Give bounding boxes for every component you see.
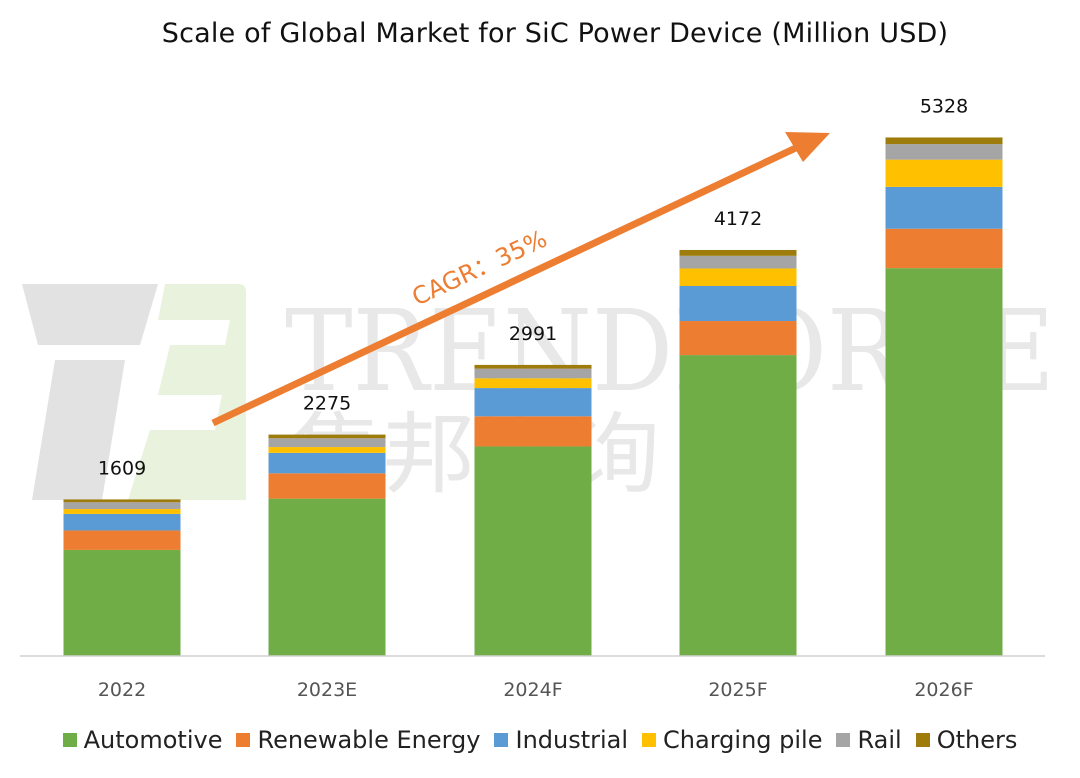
legend-label: Industrial — [515, 726, 629, 754]
bar-segment-charging-pile-2024f — [474, 378, 592, 389]
bar-segment-rail-2024f — [474, 368, 592, 379]
bar-segment-automotive-2024f — [474, 446, 592, 656]
bar-segment-automotive-2023e — [268, 498, 386, 656]
bar-segment-others-2023e — [268, 434, 386, 439]
legend-label: Rail — [857, 726, 902, 754]
legend-label: Others — [936, 726, 1018, 754]
bar-segment-charging-pile-2023e — [268, 447, 386, 453]
total-value-label: 5328 — [920, 95, 968, 117]
legend-swatch — [236, 733, 251, 747]
x-tick-labels: 2022 2023E 2024F 2025F 2026F — [98, 679, 974, 701]
legend-item-rail: Rail — [836, 726, 902, 754]
legend-item-charging-pile: Charging pile — [642, 726, 822, 754]
total-value-label: 2991 — [509, 323, 557, 345]
x-tick-label: 2025F — [708, 679, 767, 701]
bar-segment-renewable-energy-2025f — [679, 321, 797, 356]
bar-segment-charging-pile-2025f — [679, 268, 797, 286]
bar-segment-industrial-2022 — [63, 513, 181, 531]
bar-segment-renewable-energy-2026f — [885, 228, 1003, 269]
bar-segment-automotive-2025f — [679, 355, 797, 656]
legend-label: Charging pile — [663, 726, 823, 754]
bar-segment-others-2025f — [679, 249, 797, 256]
bar-segment-industrial-2026f — [885, 186, 1003, 229]
legend-item-automotive: Automotive — [62, 726, 223, 754]
bar-segment-others-2024f — [474, 364, 592, 369]
bar-segment-industrial-2025f — [679, 285, 797, 322]
legend-label: Renewable Energy — [257, 726, 481, 754]
legend: Automotive Renewable Energy Industrial Char… — [0, 726, 1080, 754]
bars-group — [63, 137, 1003, 656]
bar-segment-renewable-energy-2023e — [268, 473, 386, 499]
legend-item-others: Others — [915, 726, 1018, 754]
bar-segment-renewable-energy-2024f — [474, 416, 592, 447]
total-value-label: 2275 — [303, 393, 351, 415]
bar-segment-rail-2025f — [679, 255, 797, 269]
bar-segment-others-2026f — [885, 137, 1003, 145]
x-tick-label: 2022 — [98, 679, 146, 701]
trendforce-logo-mark-green — [128, 284, 246, 500]
legend-swatch — [642, 733, 657, 747]
legend-label: Automotive — [83, 726, 223, 754]
chart-title: Scale of Global Market for SiC Power Dev… — [161, 18, 949, 49]
trendforce-logo-mark — [22, 284, 158, 500]
legend-swatch — [915, 733, 930, 747]
bar-segment-rail-2026f — [885, 144, 1003, 160]
bar-segment-automotive-2026f — [885, 268, 1003, 656]
legend-swatch — [494, 733, 509, 747]
bar-segment-charging-pile-2026f — [885, 159, 1003, 187]
bar-segment-rail-2023e — [268, 438, 386, 448]
bar-segment-charging-pile-2022 — [63, 509, 181, 514]
bar-segment-others-2022 — [63, 499, 181, 503]
legend-item-industrial: Industrial — [494, 726, 628, 754]
bar-segment-automotive-2022 — [63, 549, 181, 656]
total-value-label: 1609 — [98, 457, 146, 479]
legend-item-renewable-energy: Renewable Energy — [236, 726, 480, 754]
x-tick-label: 2023E — [297, 679, 357, 701]
x-tick-label: 2026F — [914, 679, 973, 701]
bar-segment-renewable-energy-2022 — [63, 530, 181, 550]
legend-swatch — [62, 733, 77, 747]
legend-swatch — [836, 733, 851, 747]
bar-segment-industrial-2023e — [268, 452, 386, 474]
bar-segment-industrial-2024f — [474, 388, 592, 417]
bar-segment-rail-2022 — [63, 502, 181, 510]
x-tick-label: 2024F — [503, 679, 562, 701]
cagr-arrow — [211, 132, 830, 427]
total-value-label: 4172 — [714, 208, 762, 230]
total-labels: 1609 2275 2991 4172 5328 — [98, 95, 968, 479]
